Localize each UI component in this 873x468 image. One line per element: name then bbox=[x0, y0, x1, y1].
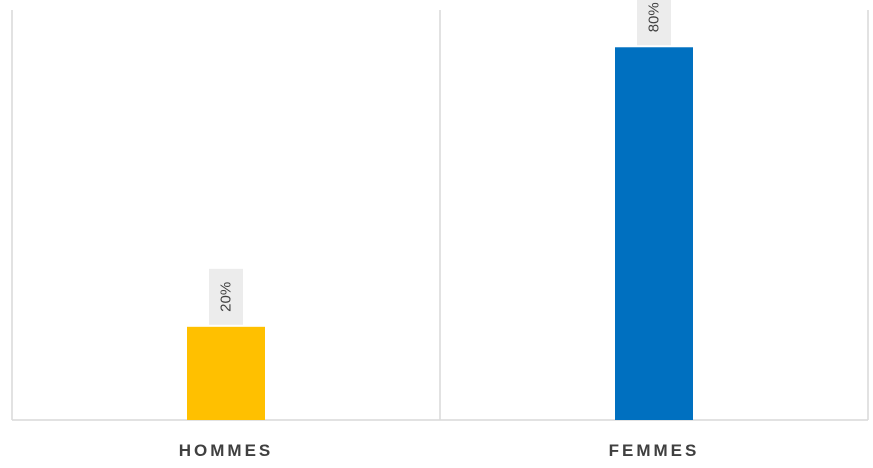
plot-frame bbox=[11, 10, 869, 421]
category-labels-group: HOMMES FEMMES bbox=[179, 441, 700, 460]
data-label-background bbox=[209, 268, 243, 325]
bars-group bbox=[187, 47, 693, 420]
data-label-femmes: 80% bbox=[637, 0, 671, 46]
data-label-background bbox=[637, 0, 671, 46]
bar-hommes bbox=[187, 326, 265, 420]
data-label-hommes: 20% bbox=[209, 268, 243, 325]
data-label-text: 20% bbox=[218, 282, 235, 312]
category-label-hommes: HOMMES bbox=[179, 441, 274, 460]
value-labels-group: 20% 80% bbox=[209, 0, 671, 325]
category-label-femmes: FEMMES bbox=[609, 441, 700, 460]
bar-femmes bbox=[615, 47, 693, 420]
data-label-text: 80% bbox=[646, 2, 663, 32]
